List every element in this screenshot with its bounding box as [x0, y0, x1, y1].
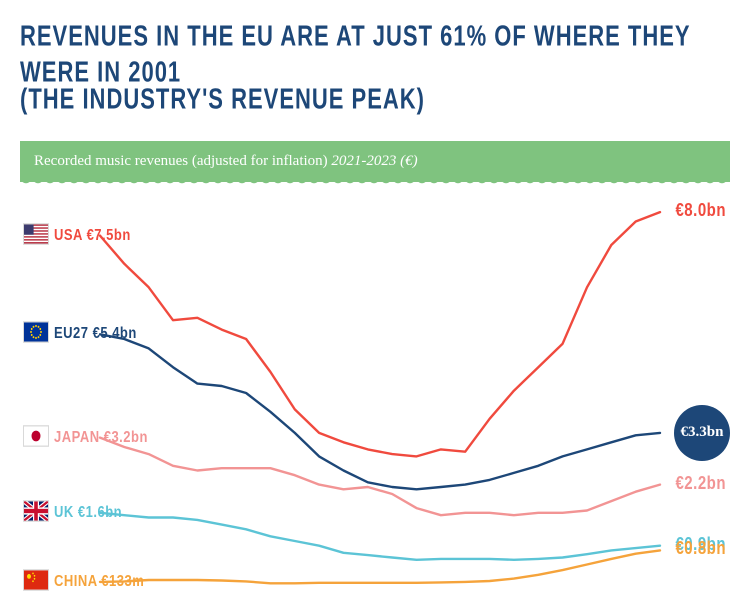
- start-label-uk: UK €1.6bn: [24, 501, 122, 520]
- start-label-text-uk: UK €1.6bn: [54, 502, 122, 520]
- start-label-eu: EU27 €5.4bn: [24, 323, 137, 342]
- eu-flag-icon: [24, 323, 48, 342]
- revenues-line-chart: USA €7.5bn €8.0bn EU27 €5.4bn €3.3bn JAPAN €…: [20, 190, 730, 596]
- start-label-text-china: CHINA €133m: [54, 571, 144, 589]
- end-label-usa: €8.0bn: [675, 200, 726, 220]
- eu-end-badge: €3.3bn: [674, 405, 730, 461]
- end-label-japan: €2.2bn: [675, 473, 726, 493]
- china-flag-icon: [24, 570, 48, 589]
- series-usa: [100, 212, 660, 456]
- start-label-japan: JAPAN €3.2bn: [24, 426, 148, 445]
- start-label-text-japan: JAPAN €3.2bn: [54, 427, 148, 445]
- title-line-1: REVENUES IN THE EU ARE AT JUST 61% OF WH…: [20, 18, 730, 90]
- chart-banner: Recorded music revenues (adjusted for in…: [20, 141, 730, 182]
- end-label-china: €0.8bn: [675, 539, 726, 559]
- start-label-china: CHINA €133m: [24, 570, 144, 589]
- chart-svg: [20, 190, 730, 596]
- japan-flag-icon: [24, 426, 48, 445]
- series-japan: [100, 438, 660, 516]
- start-label-text-usa: USA €7.5bn: [54, 225, 131, 243]
- title-line-2: (THE INDUSTRY'S REVENUE PEAK): [20, 81, 730, 117]
- series-uk: [100, 513, 660, 560]
- banner-italic: 2021-2023 (€): [331, 153, 417, 169]
- series-eu: [100, 334, 660, 489]
- start-label-usa: USA €7.5bn: [24, 224, 131, 243]
- banner-text: Recorded music revenues (adjusted for in…: [34, 153, 331, 169]
- usa-flag-icon: [24, 224, 48, 243]
- start-label-text-eu: EU27 €5.4bn: [54, 324, 137, 342]
- uk-flag-icon: [24, 501, 48, 520]
